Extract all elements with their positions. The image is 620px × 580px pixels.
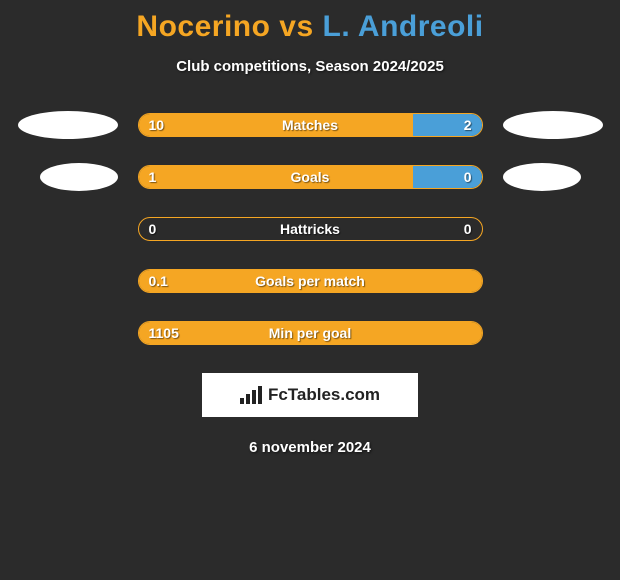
stat-row: 1105 Min per goal [0,321,620,345]
stat-value-left: 1 [149,169,157,185]
stat-metric-label: Min per goal [269,325,351,341]
comparison-card: Nocerino vs L. Andreoli Club competition… [0,0,620,456]
stat-value-right: 0 [464,221,472,237]
bars-icon [240,386,262,404]
player2-ellipse [503,111,603,139]
logo-text: FcTables.com [268,385,380,405]
stat-value-right: 0 [464,169,472,185]
date: 6 november 2024 [0,439,620,456]
player1-ellipse [18,111,118,139]
player2-ellipse [503,163,581,191]
stat-metric-label: Matches [282,117,338,133]
player1-ellipse [40,163,118,191]
stat-metric-label: Goals [291,169,330,185]
stat-value-left: 0.1 [149,273,168,289]
stat-value-left: 10 [149,117,165,133]
title-player2: L. Andreoli [323,10,484,43]
stat-bar: 1105 Min per goal [138,321,483,345]
stats-list: 102Matches10Goals00Hattricks0.1Goals per… [0,113,620,345]
stat-bar: 1 0 Goals [138,165,483,189]
stat-bar: 0.1 Goals per match [138,269,483,293]
stat-metric-label: Hattricks [280,221,340,237]
stat-row: 0 0 Hattricks [0,217,620,241]
stat-value-left: 0 [149,221,157,237]
title-player1: Nocerino [136,10,270,43]
stat-bar: 10 2 Matches [138,113,483,137]
stat-value-right: 2 [464,117,472,133]
bar-left-fill [139,166,413,188]
stat-bar: 0 0 Hattricks [138,217,483,241]
stat-row: 0.1 Goals per match [0,269,620,293]
logo-box: FcTables.com [202,373,418,417]
stat-metric-label: Goals per match [255,273,365,289]
logo: FcTables.com [240,385,380,405]
stat-row: 10 2 Matches [0,113,620,137]
title: Nocerino vs L. Andreoli [0,10,620,44]
stat-value-left: 1105 [149,325,179,341]
stat-row: 1 0 Goals [0,165,620,189]
title-vs: vs [279,10,313,43]
bar-left-fill [139,114,413,136]
subtitle: Club competitions, Season 2024/2025 [0,58,620,75]
